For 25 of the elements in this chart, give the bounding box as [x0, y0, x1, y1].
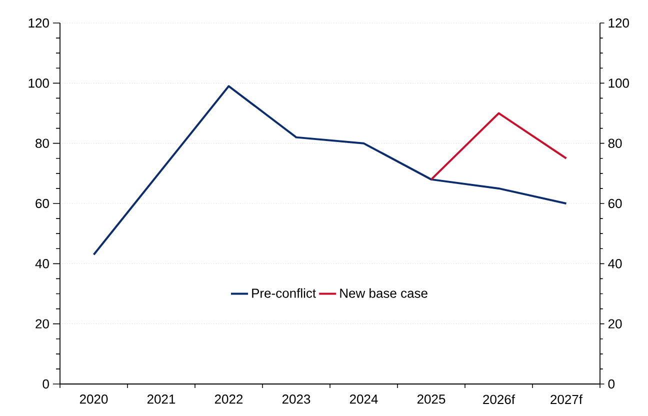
- y-tick-label: 80: [36, 138, 49, 148]
- y-tick-label: 20: [36, 319, 49, 328]
- y-tick-label: 40: [35, 259, 49, 268]
- y2-tick-label: 80: [608, 138, 622, 148]
- y-tick-label: 120: [28, 18, 49, 28]
- y2-tick-label: 60: [608, 198, 622, 208]
- y-tick-label: 60: [36, 198, 49, 208]
- y-tick-label: 0: [42, 379, 49, 389]
- line-series: [92, 85, 568, 256]
- y-tick-label: 100: [28, 78, 49, 88]
- x-tick-label: 2022: [214, 394, 243, 404]
- legend-label: Pre-conflict: [252, 288, 316, 298]
- x-tick-label: 2025: [417, 394, 446, 404]
- x-tick-label: 2023: [282, 394, 310, 404]
- y2-tick-label: 20: [608, 319, 622, 328]
- y2-tick-label: 40: [608, 259, 622, 268]
- y2-tick-label: 0: [608, 379, 615, 389]
- x-tick-label: 2026f: [483, 394, 516, 404]
- x-tick-label: 2027f: [550, 394, 583, 404]
- x-tick-label: 2024: [350, 394, 378, 404]
- y2-tick-label: 100: [608, 78, 629, 88]
- x-tick-label: 2020: [80, 394, 108, 404]
- y2-tick-label: 120: [608, 18, 629, 28]
- legend-label: New base case: [340, 288, 428, 298]
- x-tick-label: 2021: [147, 394, 176, 404]
